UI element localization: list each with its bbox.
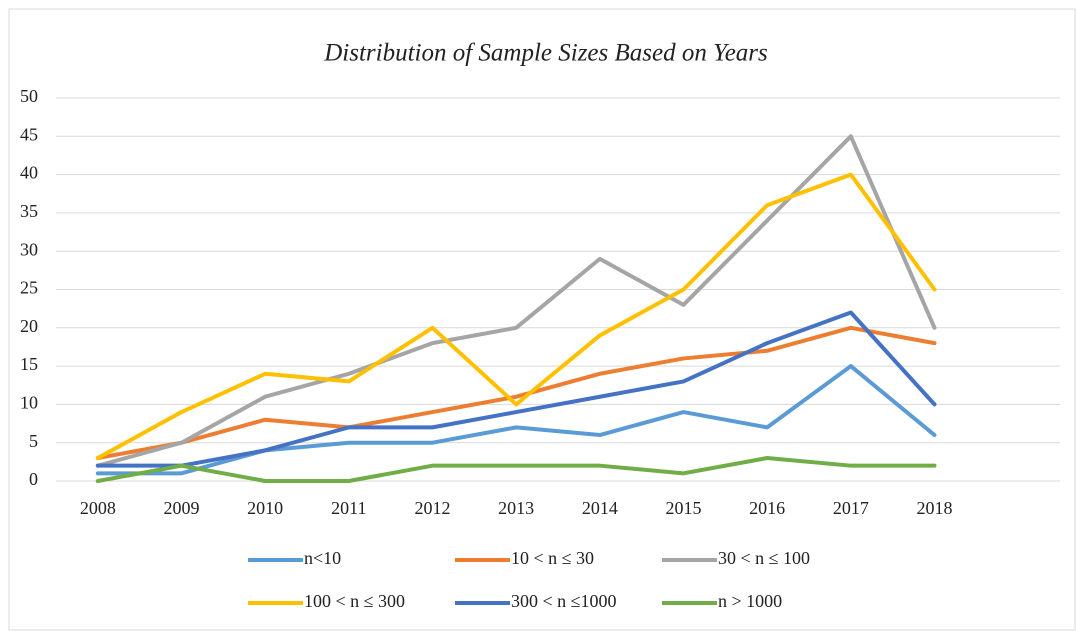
y-tick-label: 35 — [20, 201, 38, 221]
series-line — [95, 456, 937, 483]
x-tick-label: 2015 — [666, 498, 702, 518]
x-tick-label: 2011 — [331, 498, 366, 518]
y-tick-label: 10 — [20, 393, 38, 413]
x-tick-label: 2012 — [415, 498, 451, 518]
x-tick-label: 2008 — [80, 498, 116, 518]
chart-frame — [8, 8, 1076, 631]
y-tick-label: 5 — [29, 431, 38, 451]
legend-label: 30 < n ≤ 100 — [718, 548, 810, 568]
y-tick-label: 0 — [29, 469, 38, 489]
x-tick-label: 2013 — [498, 498, 534, 518]
x-tick-label: 2009 — [164, 498, 200, 518]
x-tick-label: 2010 — [247, 498, 283, 518]
y-tick-label: 30 — [20, 239, 38, 259]
legend-label: 10 < n ≤ 30 — [511, 548, 594, 568]
x-tick-label: 2018 — [917, 498, 953, 518]
y-tick-label: 50 — [20, 86, 38, 106]
x-tick-label: 2014 — [582, 498, 618, 518]
series-line — [95, 134, 937, 468]
y-tick-label: 45 — [20, 124, 38, 144]
x-tick-label: 2017 — [833, 498, 869, 518]
y-tick-label: 20 — [20, 316, 38, 336]
chart-title: Distribution of Sample Sizes Based on Ye… — [323, 40, 768, 67]
legend-label: 100 < n ≤ 300 — [304, 591, 405, 611]
legend-label: n<10 — [304, 548, 341, 568]
series-line — [95, 325, 937, 461]
legend-label: n > 1000 — [718, 591, 782, 611]
y-tick-label: 40 — [20, 163, 38, 183]
series-line — [95, 310, 937, 468]
y-tick-label: 15 — [20, 354, 38, 374]
legend-label: 300 < n ≤1000 — [511, 591, 617, 611]
y-tick-label: 25 — [20, 278, 38, 298]
series-line — [95, 172, 937, 461]
x-tick-label: 2016 — [749, 498, 785, 518]
series-line — [95, 364, 937, 476]
